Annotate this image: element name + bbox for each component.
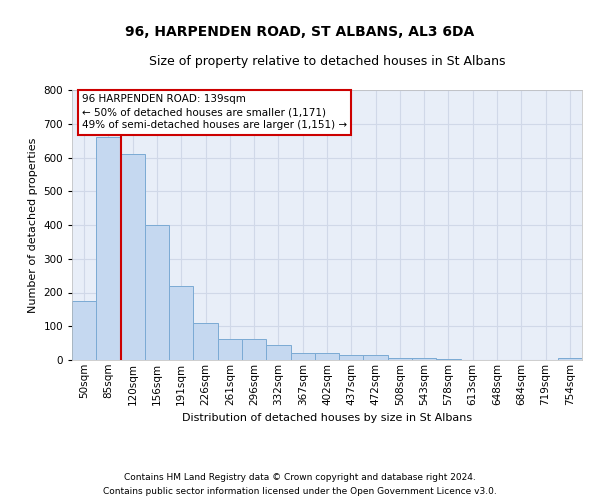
Bar	[266, 345, 290, 360]
Bar	[339, 355, 364, 360]
Bar	[364, 355, 388, 360]
Bar	[193, 323, 218, 360]
Bar	[218, 338, 242, 360]
Title: Size of property relative to detached houses in St Albans: Size of property relative to detached ho…	[149, 55, 505, 68]
Bar	[145, 225, 169, 360]
Bar	[290, 353, 315, 360]
Text: Contains HM Land Registry data © Crown copyright and database right 2024.: Contains HM Land Registry data © Crown c…	[124, 472, 476, 482]
Bar	[96, 137, 121, 360]
Bar	[242, 338, 266, 360]
X-axis label: Distribution of detached houses by size in St Albans: Distribution of detached houses by size …	[182, 413, 472, 423]
Text: Contains public sector information licensed under the Open Government Licence v3: Contains public sector information licen…	[103, 488, 497, 496]
Bar	[72, 301, 96, 360]
Bar	[558, 358, 582, 360]
Bar	[121, 154, 145, 360]
Y-axis label: Number of detached properties: Number of detached properties	[28, 138, 38, 312]
Text: 96, HARPENDEN ROAD, ST ALBANS, AL3 6DA: 96, HARPENDEN ROAD, ST ALBANS, AL3 6DA	[125, 25, 475, 39]
Bar	[315, 353, 339, 360]
Bar	[169, 286, 193, 360]
Bar	[388, 358, 412, 360]
Bar	[412, 358, 436, 360]
Text: 96 HARPENDEN ROAD: 139sqm
← 50% of detached houses are smaller (1,171)
49% of se: 96 HARPENDEN ROAD: 139sqm ← 50% of detac…	[82, 94, 347, 130]
